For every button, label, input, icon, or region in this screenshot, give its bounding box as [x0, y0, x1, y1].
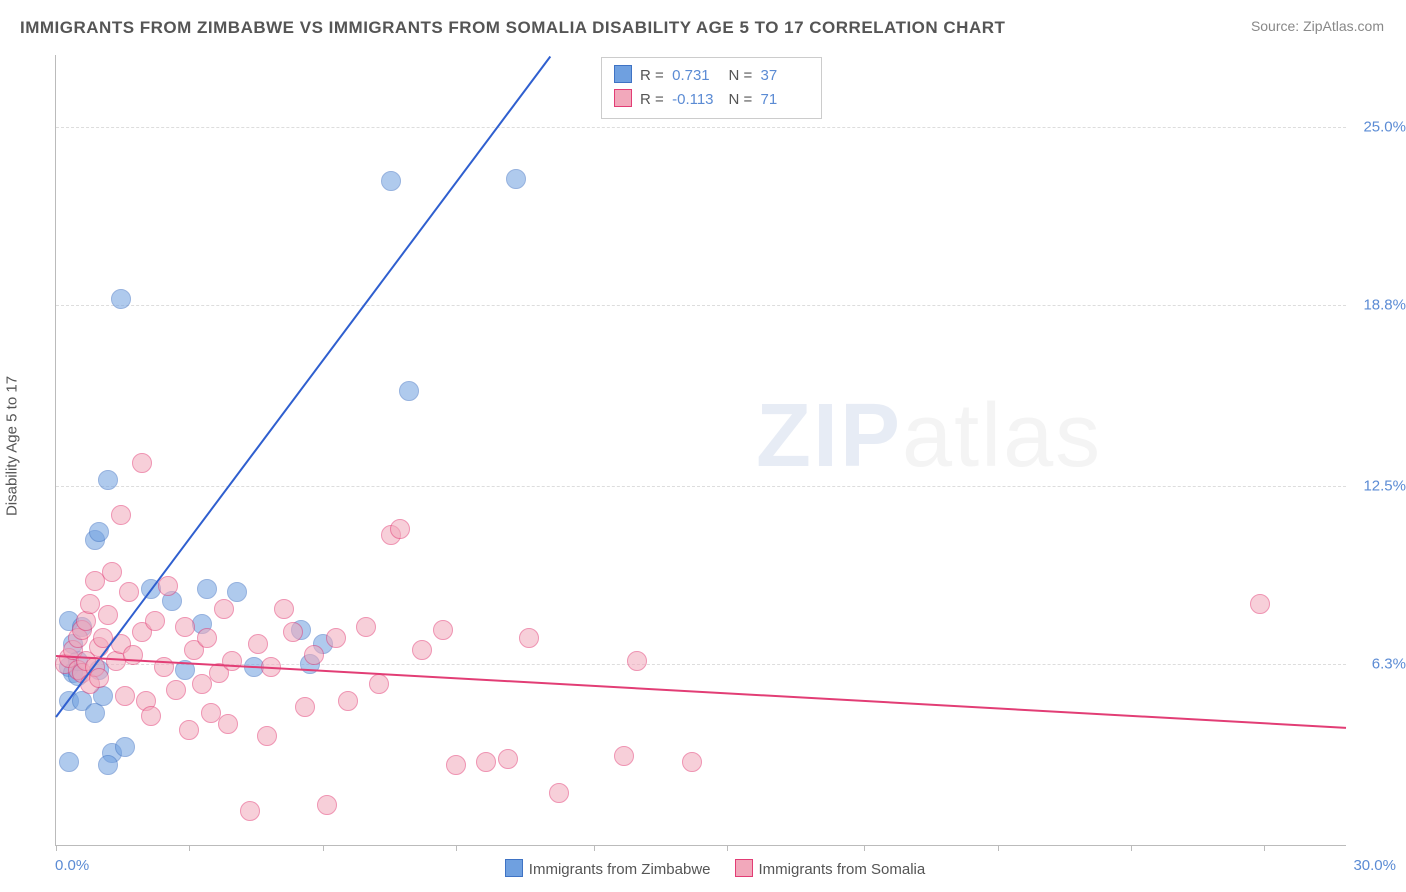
legend-swatch: [505, 859, 523, 877]
data-point: [356, 617, 376, 637]
y-tick-label: 18.8%: [1351, 296, 1406, 313]
stat-n: 37: [761, 64, 809, 88]
data-point: [115, 686, 135, 706]
x-tick: [456, 845, 457, 851]
legend-bottom: Immigrants from Zimbabwe Immigrants from …: [0, 859, 1406, 878]
data-point: [111, 505, 131, 525]
legend-swatch: [614, 89, 632, 107]
data-point: [115, 737, 135, 757]
data-point: [240, 801, 260, 821]
trend-line: [55, 55, 551, 717]
data-point: [326, 628, 346, 648]
stats-row: R = 0.731 N = 37: [614, 64, 809, 88]
data-point: [222, 651, 242, 671]
x-tick: [189, 845, 190, 851]
data-point: [98, 470, 118, 490]
data-point: [627, 651, 647, 671]
plot-area: ZIPatlas 6.3%12.5%18.8%25.0%R = 0.731 N …: [55, 55, 1346, 846]
data-point: [506, 169, 526, 189]
data-point: [197, 579, 217, 599]
y-tick-label: 12.5%: [1351, 477, 1406, 494]
data-point: [433, 620, 453, 640]
stats-row: R = -0.113 N = 71: [614, 88, 809, 112]
y-tick-label: 6.3%: [1351, 656, 1406, 673]
data-point: [446, 755, 466, 775]
data-point: [111, 289, 131, 309]
data-point: [283, 622, 303, 642]
stats-box: R = 0.731 N = 37R = -0.113 N = 71: [601, 57, 822, 119]
stat-r: -0.113: [672, 88, 720, 112]
x-tick: [727, 845, 728, 851]
data-point: [145, 611, 165, 631]
data-point: [248, 634, 268, 654]
x-tick: [1131, 845, 1132, 851]
x-tick: [864, 845, 865, 851]
data-point: [192, 674, 212, 694]
x-tick: [56, 845, 57, 851]
x-tick: [323, 845, 324, 851]
data-point: [166, 680, 186, 700]
trend-line: [56, 655, 1346, 729]
legend-swatch: [735, 859, 753, 877]
data-point: [399, 381, 419, 401]
data-point: [119, 582, 139, 602]
data-point: [76, 611, 96, 631]
data-point: [123, 645, 143, 665]
data-point: [498, 749, 518, 769]
y-tick-label: 25.0%: [1351, 118, 1406, 135]
source-label: Source: ZipAtlas.com: [1251, 18, 1384, 34]
legend-label: Immigrants from Somalia: [759, 861, 926, 878]
data-point: [89, 668, 109, 688]
data-point: [381, 171, 401, 191]
data-point: [369, 674, 389, 694]
x-tick: [594, 845, 595, 851]
data-point: [614, 746, 634, 766]
data-point: [549, 783, 569, 803]
data-point: [682, 752, 702, 772]
data-point: [132, 453, 152, 473]
data-point: [218, 714, 238, 734]
data-point: [338, 691, 358, 711]
stat-n: 71: [761, 88, 809, 112]
gridline-h: [56, 127, 1346, 128]
data-point: [102, 562, 122, 582]
legend-swatch: [614, 65, 632, 83]
data-point: [59, 752, 79, 772]
data-point: [476, 752, 496, 772]
data-point: [214, 599, 234, 619]
data-point: [98, 605, 118, 625]
data-point: [317, 795, 337, 815]
data-point: [179, 720, 199, 740]
data-point: [89, 522, 109, 542]
data-point: [274, 599, 294, 619]
data-point: [158, 576, 178, 596]
stat-r: 0.731: [672, 64, 720, 88]
data-point: [141, 706, 161, 726]
gridline-h: [56, 486, 1346, 487]
data-point: [227, 582, 247, 602]
data-point: [1250, 594, 1270, 614]
data-point: [519, 628, 539, 648]
x-tick: [1264, 845, 1265, 851]
data-point: [175, 617, 195, 637]
data-point: [197, 628, 217, 648]
chart-container: IMMIGRANTS FROM ZIMBABWE VS IMMIGRANTS F…: [0, 0, 1406, 892]
data-point: [390, 519, 410, 539]
chart-title: IMMIGRANTS FROM ZIMBABWE VS IMMIGRANTS F…: [20, 18, 1005, 38]
x-tick: [998, 845, 999, 851]
data-point: [257, 726, 277, 746]
gridline-h: [56, 305, 1346, 306]
data-point: [412, 640, 432, 660]
data-point: [98, 755, 118, 775]
data-point: [85, 703, 105, 723]
y-axis-label: Disability Age 5 to 17: [4, 376, 21, 516]
data-point: [295, 697, 315, 717]
data-point: [304, 645, 324, 665]
watermark: ZIPatlas: [756, 385, 1102, 488]
legend-label: Immigrants from Zimbabwe: [529, 861, 711, 878]
